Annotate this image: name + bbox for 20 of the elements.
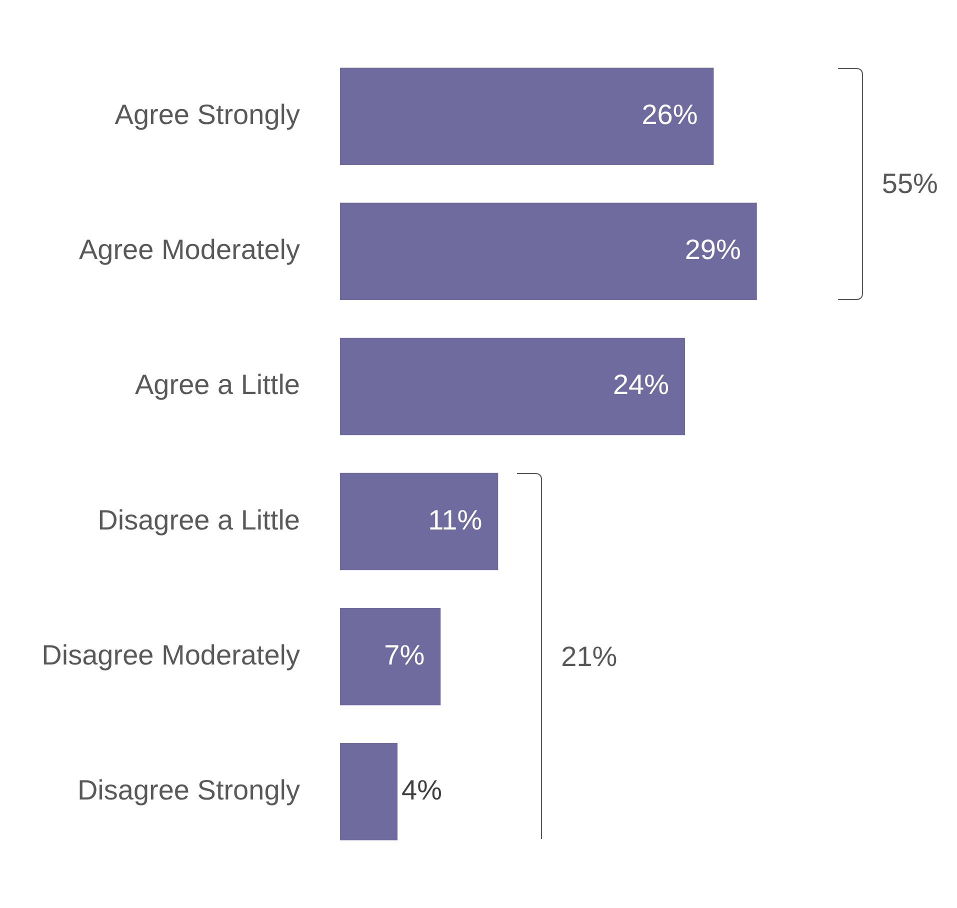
data-label: 11% — [428, 504, 482, 536]
y-tick-label: Agree Strongly — [114, 99, 300, 130]
bar — [340, 472, 498, 570]
y-tick-label: Disagree Strongly — [77, 774, 300, 806]
annotation: 21% — [561, 640, 618, 673]
data-label: 4% — [402, 774, 442, 806]
y-tick-label: Agree Moderately — [78, 234, 300, 266]
y-tick-label: Disagree a Little — [98, 504, 300, 536]
bar — [340, 338, 686, 436]
data-label: 24% — [612, 369, 670, 400]
data-label: 7% — [384, 639, 425, 670]
bar — [340, 608, 441, 706]
y-tick-label: Disagree Moderately — [42, 639, 300, 670]
data-label: 29% — [684, 234, 741, 266]
bar — [340, 743, 398, 840]
bar — [340, 68, 714, 165]
data-label: 26% — [642, 99, 698, 130]
y-tick-label: Agree a Little — [135, 369, 300, 400]
text: 55% — [882, 168, 938, 200]
bar — [340, 202, 757, 300]
